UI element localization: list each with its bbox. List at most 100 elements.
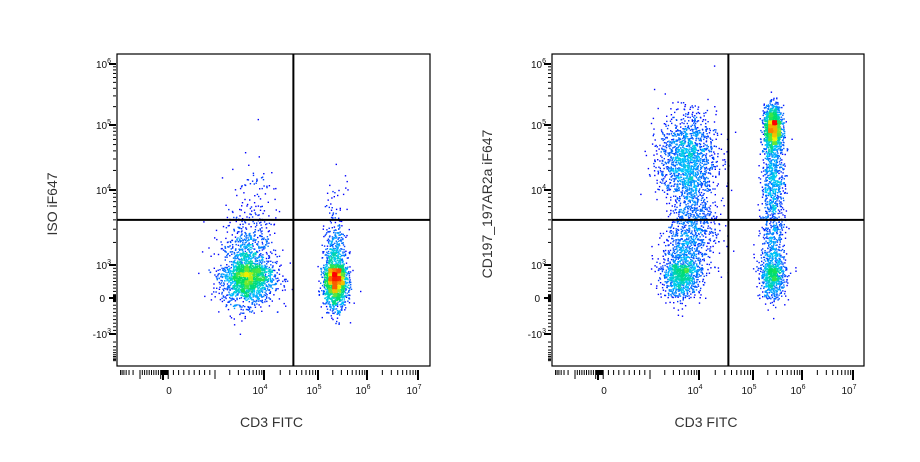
event-dot [338,323,340,325]
event-dot [250,206,253,208]
event-dot [218,292,220,295]
event-dot [251,291,253,294]
event-dot [278,255,281,257]
event-dot [241,234,243,236]
event-dot [341,296,343,298]
event-dot [258,262,260,264]
event-dot [242,273,244,276]
event-dot [224,275,226,278]
events-layer [640,65,797,320]
event-dot [337,279,340,281]
event-dot [329,272,331,275]
event-dot [254,234,256,237]
event-dot [247,255,249,258]
event-dot [339,271,341,273]
event-dot [254,286,256,288]
event-dot [341,266,343,269]
event-dot [328,273,330,276]
event-dot [718,172,720,175]
event-dot [333,303,336,305]
event-dot [324,281,327,283]
event-dot [271,274,273,276]
event-dot [235,304,237,306]
event-dot [329,262,331,264]
event-dot [253,294,255,296]
event-dot [666,120,668,123]
event-dot [213,283,215,285]
event-dot [662,164,665,166]
event-dot [272,265,274,267]
event-dot [211,293,213,295]
event-dot [244,315,246,318]
event-dot [669,301,671,304]
event-dot [237,275,239,278]
event-dot [239,284,241,287]
event-dot [336,251,339,254]
event-dot [673,195,675,197]
event-dot [221,300,224,303]
event-dot [259,247,261,249]
event-dot [244,231,246,234]
event-dot [658,148,660,150]
event-dot [340,272,342,275]
event-dot [722,197,724,199]
event-dot [662,232,665,235]
event-dot [237,266,239,268]
event-dot [227,301,229,303]
event-dot [270,273,272,276]
event-dot [226,241,229,244]
event-dot [253,274,255,277]
event-dot [757,294,759,297]
event-dot [273,188,275,190]
event-dot [247,294,250,296]
event-dot [252,286,254,288]
event-dot [274,289,277,292]
event-dot [334,299,337,301]
event-dot [663,241,665,244]
event-dot [332,300,334,302]
event-dot [323,274,326,276]
event-dot [318,291,320,293]
event-dot [758,165,760,167]
event-dot [330,259,332,261]
event-dot [330,251,332,253]
event-dot [323,286,325,288]
event-dot [260,283,262,285]
event-dot [331,299,333,301]
event-dot [231,270,233,272]
event-dot [252,278,255,280]
event-dot [225,305,227,308]
event-dot [340,283,343,286]
event-dot [226,264,228,266]
event-dot [252,174,255,177]
event-dot [323,290,325,292]
event-dot [342,264,344,267]
event-dot [331,257,333,260]
event-dot [779,212,781,214]
event-dot [265,244,267,246]
event-dot [337,238,339,240]
event-dot [263,282,266,284]
event-dot [244,293,246,295]
event-dot [329,212,331,214]
event-dot [259,271,261,273]
event-dot [245,227,247,229]
event-dot [342,254,344,256]
event-dot [328,295,330,297]
event-dot [229,279,232,281]
event-dot [353,302,355,304]
event-dot [707,242,709,244]
event-dot [714,223,716,225]
event-dot [241,264,243,266]
event-dot [712,245,714,248]
event-dot [264,245,266,248]
event-dot [339,249,341,251]
event-dot [341,242,343,244]
event-dot [244,286,246,288]
event-dot [240,282,242,284]
event-dot [284,289,286,291]
event-dot [198,272,200,275]
event-dot [246,299,248,301]
event-dot [230,281,232,284]
event-dot [352,269,354,272]
